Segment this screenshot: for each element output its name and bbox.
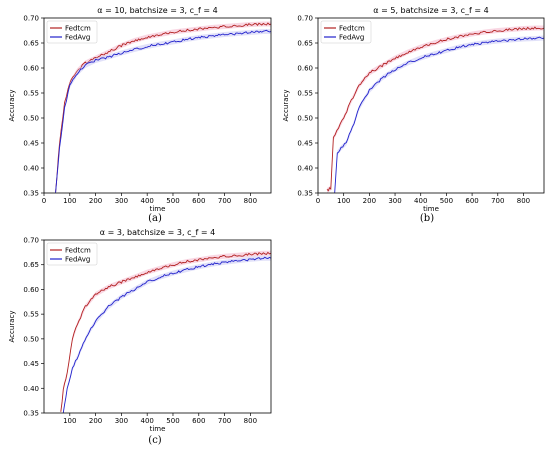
x-tick-label: 500: [166, 417, 179, 425]
series-band: [327, 25, 544, 193]
x-tick-label: 400: [140, 197, 153, 205]
x-axis-label: time: [423, 205, 439, 213]
y-tick-label: 0.70: [297, 15, 313, 23]
series-line-fedtcm: [60, 251, 271, 412]
y-tick-label: 0.50: [23, 115, 39, 123]
y-tick-label: 0.50: [297, 115, 313, 123]
series-band: [55, 21, 271, 193]
x-tick-label: 300: [115, 197, 128, 205]
x-tick-label: 800: [517, 197, 530, 205]
series-band: [334, 35, 544, 193]
y-axis-label: Accuracy: [8, 311, 16, 343]
plot-frame: [317, 17, 545, 194]
panel-caption: (b): [420, 213, 434, 224]
chart-panel-b: α = 5, batchsize = 3, c_f = 4 0.35 0.40 0.4…: [282, 6, 545, 224]
y-tick-label: 0.65: [297, 40, 313, 48]
x-tick-label: 100: [63, 417, 76, 425]
y-axis-label: Accuracy: [8, 90, 16, 122]
y-tick-label: 0.35: [23, 410, 39, 418]
x-tick-label: 700: [491, 197, 504, 205]
chart-title: α = 3, batchsize = 3, c_f = 4: [100, 228, 215, 237]
x-tick-label: 200: [89, 197, 102, 205]
legend-label: FedAvg: [65, 34, 90, 42]
legend-label: Fedtcm: [65, 247, 91, 255]
x-tick-label: 0: [316, 197, 320, 205]
y-tick-label: 0.55: [23, 311, 39, 319]
series-line-fedtcm: [55, 22, 271, 192]
series-line-fedtcm: [326, 26, 544, 192]
y-tick-label: 0.45: [23, 360, 39, 368]
series-band: [63, 255, 271, 413]
x-tick-label: 100: [63, 197, 76, 205]
legend-label: Fedtcm: [65, 25, 91, 33]
x-tick-label: 300: [115, 417, 128, 425]
x-tick-label: 600: [192, 197, 205, 205]
x-tick-label: 700: [218, 417, 231, 425]
y-tick-label: 0.40: [23, 385, 39, 393]
y-axis-label: Accuracy: [282, 90, 290, 122]
y-tick-label: 0.40: [297, 165, 313, 173]
x-tick-label: 200: [363, 197, 376, 205]
y-tick-label: 0.50: [23, 335, 39, 343]
y-tick-label: 0.35: [297, 190, 313, 198]
panel-caption: (c): [148, 435, 162, 446]
y-tick-label: 0.45: [297, 140, 313, 148]
x-tick-label: 500: [440, 197, 453, 205]
y-tick-label: 0.65: [23, 40, 39, 48]
legend-label: FedAvg: [339, 34, 364, 42]
x-tick-label: 300: [388, 197, 401, 205]
legend-label: Fedtcm: [339, 25, 365, 33]
series-band: [55, 29, 271, 193]
x-tick-label: 400: [140, 417, 153, 425]
legend-label: FedAvg: [65, 256, 90, 264]
chart-title: α = 5, batchsize = 3, c_f = 4: [373, 6, 488, 15]
plot-frame: [43, 17, 272, 194]
x-tick-label: 600: [192, 417, 205, 425]
series-line-fedavg: [334, 36, 544, 193]
x-tick-label: 0: [42, 197, 46, 205]
y-tick-label: 0.70: [23, 15, 39, 23]
x-tick-label: 500: [166, 197, 179, 205]
x-tick-label: 800: [244, 197, 257, 205]
plot-frame: [43, 239, 272, 414]
x-axis-label: time: [150, 425, 166, 433]
x-tick-label: 200: [89, 417, 102, 425]
y-tick-label: 0.55: [297, 90, 313, 98]
panel-caption: (a): [148, 213, 162, 224]
chart-panel-a: α = 10, batchsize = 3, c_f = 4 0.35 0.40 0.…: [8, 6, 272, 224]
x-axis-label: time: [150, 205, 166, 213]
y-tick-label: 0.35: [23, 190, 39, 198]
y-tick-label: 0.40: [23, 165, 39, 173]
y-tick-label: 0.60: [297, 65, 313, 73]
chart-panel-c: α = 3, batchsize = 3, c_f = 4 0.35 0.40 0.4…: [8, 228, 272, 446]
chart-title: α = 10, batchsize = 3, c_f = 4: [97, 6, 217, 15]
series-line-fedavg: [55, 29, 271, 193]
x-tick-label: 700: [218, 197, 231, 205]
y-tick-label: 0.65: [23, 261, 39, 269]
y-tick-label: 0.55: [23, 90, 39, 98]
x-tick-label: 400: [414, 197, 427, 205]
x-tick-label: 600: [465, 197, 478, 205]
x-tick-label: 100: [337, 197, 350, 205]
y-tick-label: 0.60: [23, 65, 39, 73]
x-tick-label: 800: [244, 417, 257, 425]
y-tick-label: 0.45: [23, 140, 39, 148]
y-tick-label: 0.70: [23, 237, 39, 245]
series-line-fedavg: [62, 256, 271, 413]
y-tick-label: 0.60: [23, 286, 39, 294]
